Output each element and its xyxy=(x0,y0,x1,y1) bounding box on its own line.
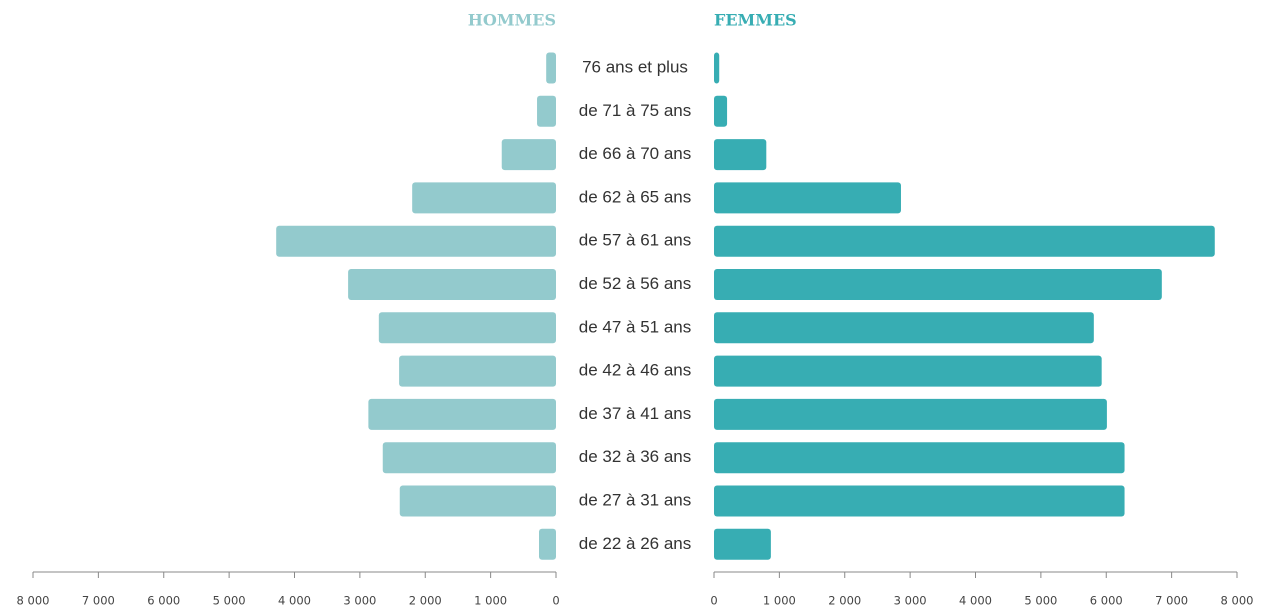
x-tick-label: 4 000 xyxy=(278,594,311,608)
bar xyxy=(714,442,1125,474)
x-tick-label: 4 000 xyxy=(959,594,992,608)
bar xyxy=(412,182,556,214)
category-label: de 62 à 65 ans xyxy=(579,187,691,206)
bar xyxy=(714,139,767,171)
x-tick-label: 6 000 xyxy=(1090,594,1123,608)
category-label: de 22 à 26 ans xyxy=(579,534,691,553)
x-tick-label: 2 000 xyxy=(409,594,442,608)
bar xyxy=(368,398,556,430)
bar xyxy=(714,182,901,214)
bar xyxy=(537,95,556,127)
bar xyxy=(714,52,720,84)
category-label: de 66 à 70 ans xyxy=(579,144,691,163)
category-label: de 27 à 31 ans xyxy=(579,490,691,509)
bar xyxy=(714,485,1125,517)
x-tick-label: 2 000 xyxy=(828,594,861,608)
category-label: de 71 à 75 ans xyxy=(579,101,691,120)
bar xyxy=(714,312,1094,344)
x-tick-label: 5 000 xyxy=(213,594,246,608)
x-tick-label: 3 000 xyxy=(343,594,376,608)
bar xyxy=(714,225,1215,257)
category-label: de 52 à 56 ans xyxy=(579,274,691,293)
x-tick-label: 5 000 xyxy=(1024,594,1057,608)
x-tick-label: 0 xyxy=(710,594,717,608)
bar xyxy=(399,355,556,387)
bar xyxy=(539,528,556,560)
category-label: de 32 à 36 ans xyxy=(579,447,691,466)
bar xyxy=(714,95,728,127)
bar xyxy=(714,269,1162,300)
bar xyxy=(714,528,771,560)
category-label: de 42 à 46 ans xyxy=(579,361,691,380)
category-label: 76 ans et plus xyxy=(582,57,688,76)
category-label: de 57 à 61 ans xyxy=(579,231,691,250)
x-tick-label: 6 000 xyxy=(147,594,180,608)
x-tick-label: 1 000 xyxy=(763,594,796,608)
bar xyxy=(546,52,556,84)
bar xyxy=(348,269,556,300)
bar xyxy=(714,355,1102,387)
x-tick-label: 7 000 xyxy=(82,594,115,608)
x-tick-label: 8 000 xyxy=(17,594,50,608)
bar xyxy=(382,442,556,474)
x-tick-label: 0 xyxy=(552,594,559,608)
bar xyxy=(714,398,1107,430)
category-label: de 37 à 41 ans xyxy=(579,404,691,423)
x-tick-label: 3 000 xyxy=(894,594,927,608)
x-tick-label: 1 000 xyxy=(474,594,507,608)
x-tick-label: 7 000 xyxy=(1155,594,1188,608)
bar xyxy=(378,312,556,344)
series-label: HOMMES xyxy=(468,11,556,30)
bar xyxy=(276,225,556,257)
bar xyxy=(399,485,556,517)
x-tick-label: 8 000 xyxy=(1221,594,1254,608)
series-label: FEMMES xyxy=(714,11,797,30)
bar xyxy=(501,139,556,171)
category-label: de 47 à 51 ans xyxy=(579,317,691,336)
